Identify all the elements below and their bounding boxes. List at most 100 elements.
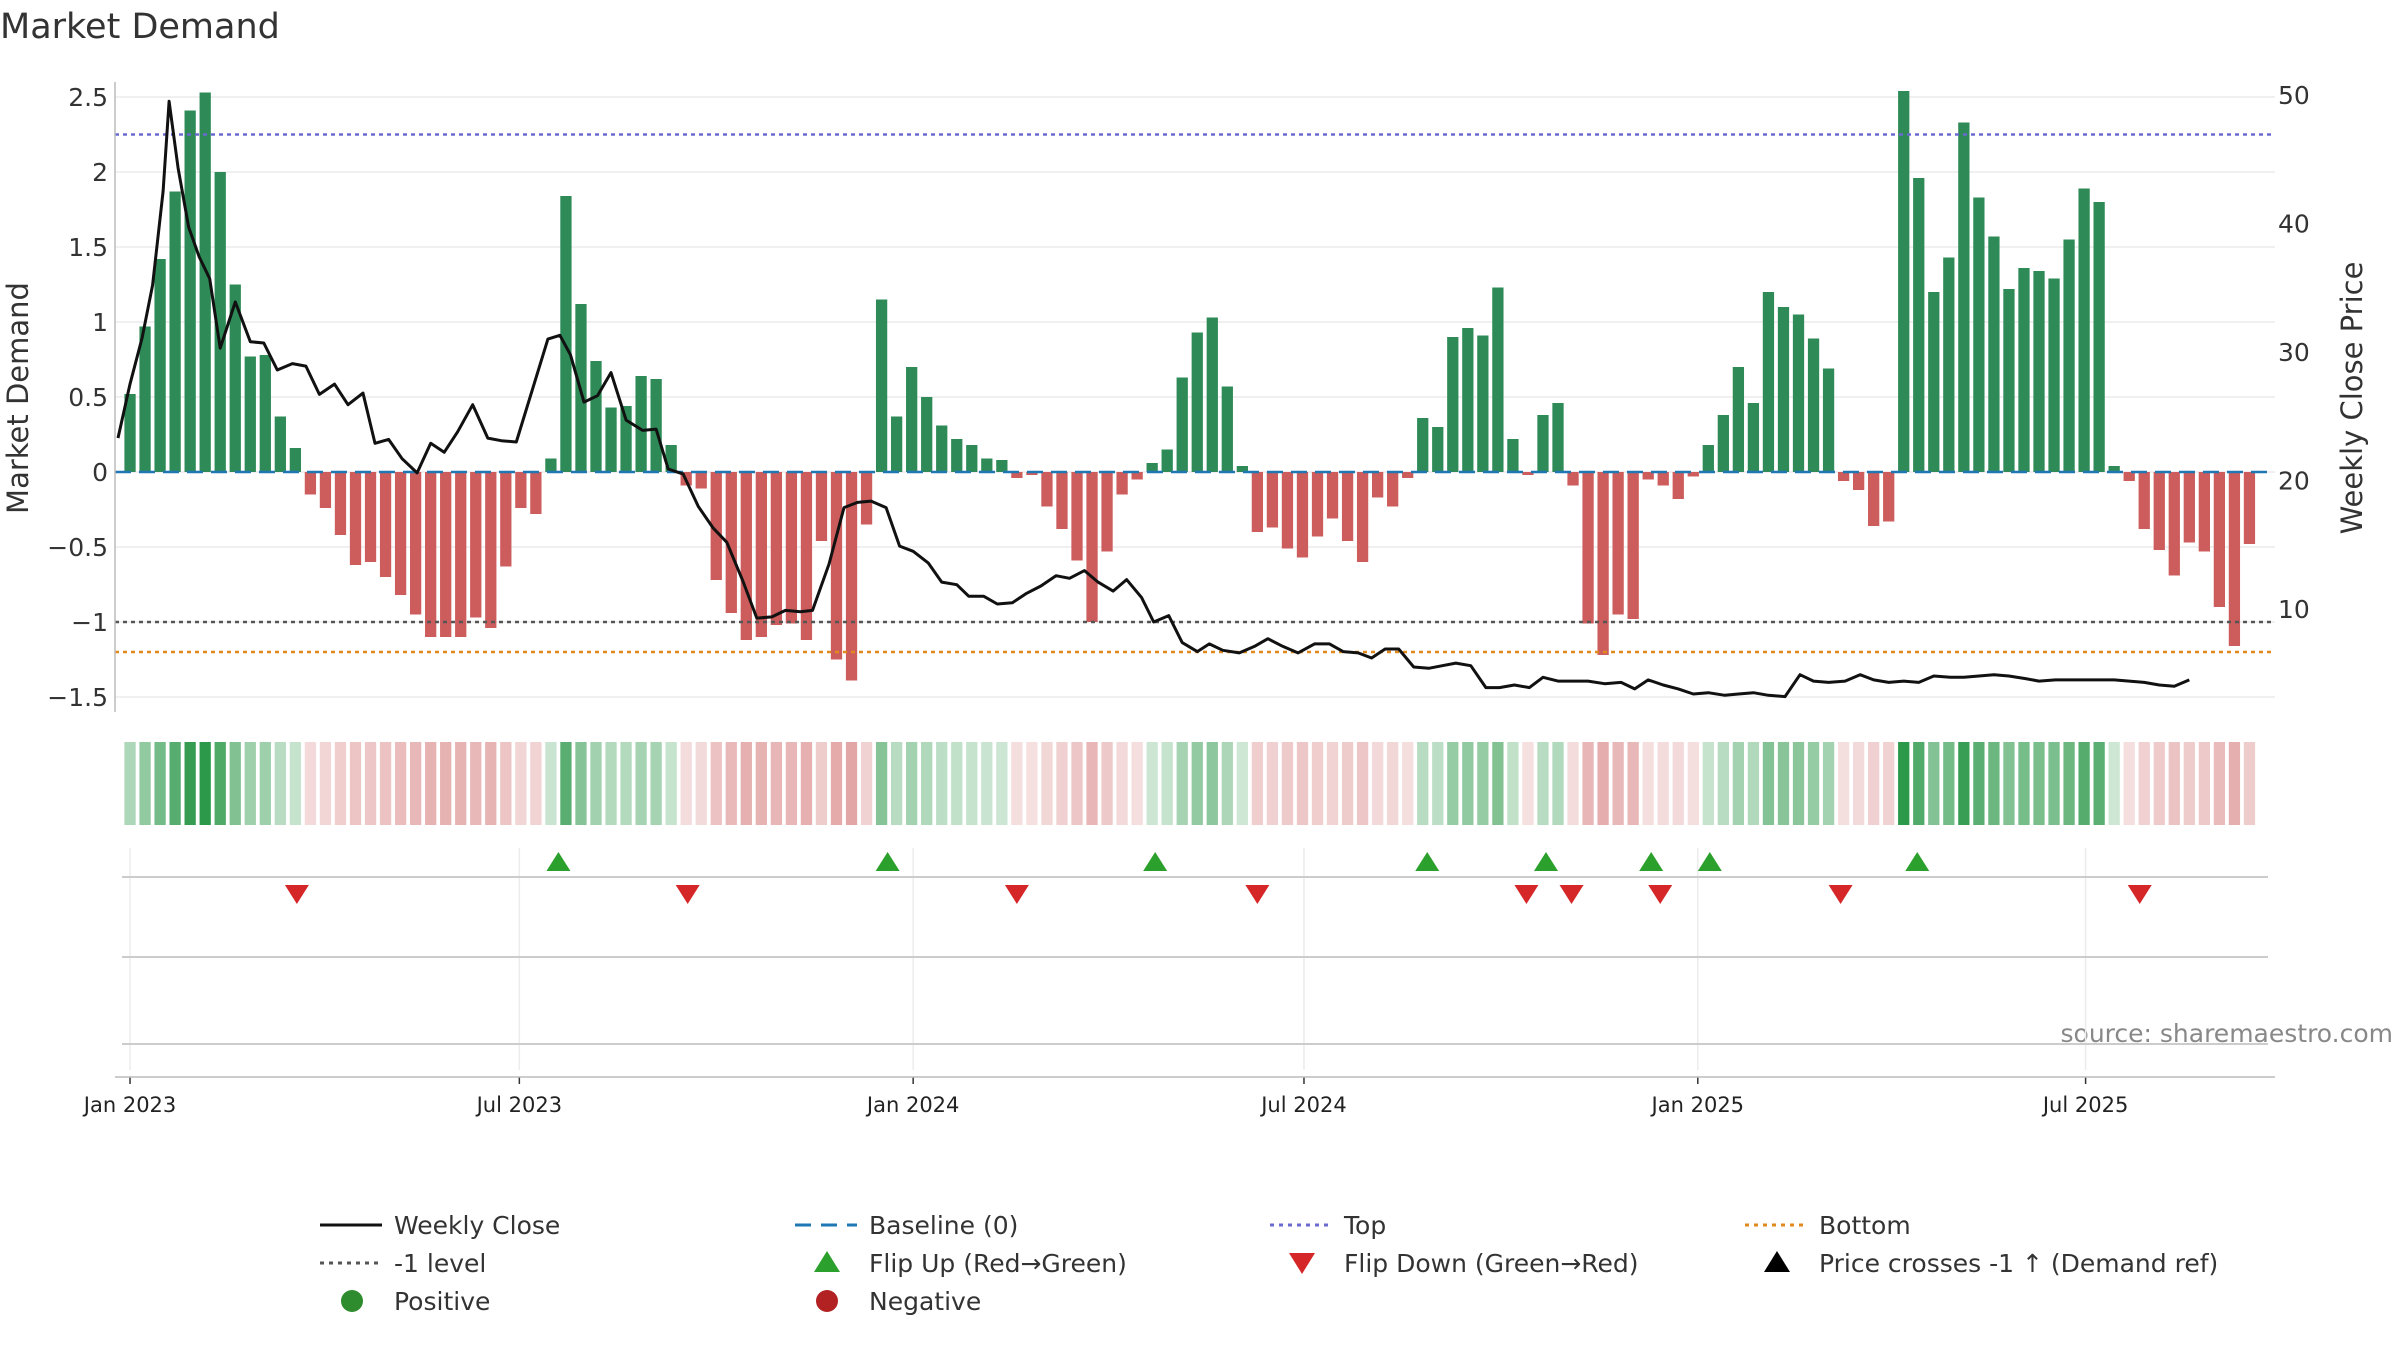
demand-bar [274,416,286,472]
demand-bar [695,472,707,489]
demand-heat-cell [1281,742,1294,825]
demand-bar [1913,178,1925,472]
demand-heat-cell [921,742,933,825]
demand-heat-cell [1762,742,1775,825]
demand-bar [2183,472,2195,543]
demand-heat-cell [1056,742,1068,825]
demand-bar [1507,439,1519,472]
demand-bar [1868,472,1880,526]
legend-label: Flip Down (Green→Red) [1344,1249,1639,1278]
demand-heat-cell [1567,742,1579,825]
demand-bar [906,367,918,472]
flip-down-marker [1559,885,1584,904]
demand-heat-cell [770,742,783,825]
y-axis-label-left: Market Demand [1,282,35,514]
y-tick-label-left: 2 [92,158,108,187]
demand-heat-cell [1477,742,1489,825]
demand-bar [650,379,662,472]
demand-heat-cell [1883,742,1895,825]
demand-heat-cell [710,742,722,825]
demand-heat-cell [169,742,181,825]
flip-up-marker [1533,852,1558,871]
y-tick-label-left: 0.5 [68,383,108,412]
demand-heat-cell [1717,742,1729,825]
demand-heat-cell [936,742,948,825]
demand-heat-cell [845,742,858,825]
demand-heat-cell [620,742,632,825]
demand-bar [1958,122,1970,472]
demand-heat-cell [545,742,557,825]
demand-heat-cell [500,742,512,825]
demand-bar [1161,449,1173,472]
demand-heat-cell [1251,742,1264,825]
demand-bar [725,472,737,613]
demand-bar [800,472,813,640]
demand-bar [1011,472,1023,478]
demand-bar [1356,472,1369,562]
demand-heat-cell [1747,742,1760,825]
demand-bar [1777,307,1790,472]
demand-heat-cell [1913,742,1925,825]
demand-bar [379,472,392,577]
demand-heat-cell [1462,742,1474,825]
demand-bar [199,92,211,472]
flip-up-marker [1697,852,1722,871]
demand-bar [229,284,241,472]
demand-bar [259,355,271,472]
demand-bar [1807,338,1820,472]
legend-swatch-circle [816,1290,838,1312]
demand-bar [785,472,798,624]
demand-heat-cell [650,742,662,825]
demand-heat-cell [2213,742,2226,825]
demand-heat-cell [1266,742,1279,825]
demand-bar [364,472,377,562]
demand-heat-cell [1868,742,1880,825]
y-tick-label-right: 50 [2278,81,2310,110]
demand-bar [921,397,933,472]
demand-bar [1417,418,1429,472]
y-tick-label-right: 20 [2278,467,2310,496]
demand-heat-cell [334,742,347,825]
demand-bar [1026,472,1038,475]
demand-heat-cell [2003,742,2015,825]
demand-bar [1717,415,1729,472]
demand-bar [740,472,752,640]
demand-heat-cell [1898,742,1910,825]
demand-bar [890,416,903,472]
demand-bar [485,472,497,628]
legend-label: Baseline (0) [869,1211,1018,1240]
demand-bar [755,472,767,637]
demand-bar [1146,463,1158,472]
demand-heat-cell [1341,742,1354,825]
flip-up-marker [1415,852,1440,871]
demand-heat-cell [1777,742,1790,825]
demand-heat-cell [785,742,798,825]
demand-bar [2198,472,2210,552]
demand-heat-cell [2078,742,2090,825]
demand-heat-cell [1071,742,1083,825]
legend-label: Flip Up (Red→Green) [869,1249,1127,1278]
demand-bar [1326,472,1339,519]
demand-heat-cell [1161,742,1173,825]
demand-bar [2093,202,2105,472]
demand-heat-cell [1221,742,1233,825]
demand-bar [770,472,783,625]
demand-heat-cell [890,742,903,825]
demand-heat-cell [124,742,136,825]
demand-bar [1642,472,1654,480]
demand-heat-cell [214,742,226,825]
demand-bar [1447,337,1459,472]
demand-bar [500,472,512,567]
demand-heat-cell [1943,742,1955,825]
demand-bar [1402,472,1414,478]
x-tick-label: Jul 2025 [2041,1093,2128,1117]
demand-bar [981,458,993,472]
x-tick-label: Jan 2024 [865,1093,960,1117]
demand-heat-cell [1236,742,1248,825]
demand-heat-cell [1958,742,1970,825]
demand-bar [304,472,317,495]
demand-bar [665,445,677,472]
demand-bar [440,472,452,637]
demand-heat-cell [1612,742,1624,825]
demand-bar [1747,403,1760,472]
